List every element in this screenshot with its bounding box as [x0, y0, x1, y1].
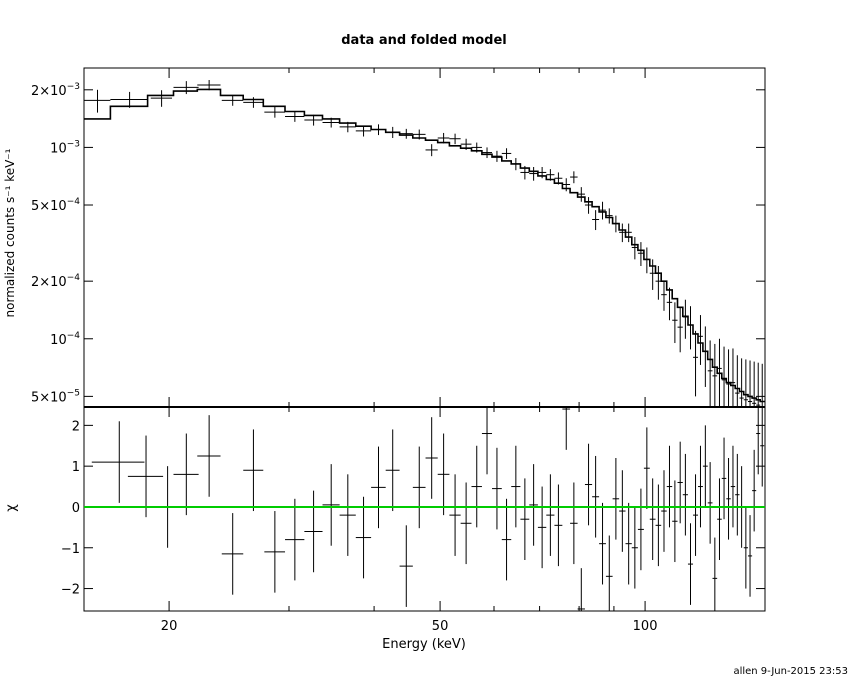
top-y-tick-exponent: −4 [67, 197, 81, 207]
chart-title: data and folded model [341, 33, 507, 48]
top-y-tick-label: 2×10−4 [31, 273, 80, 290]
bottom-y-tick-label: −1 [61, 542, 80, 557]
bottom-x-tick-label: 20 [161, 619, 178, 634]
top-y-axis-label: normalized counts s⁻¹ keV⁻¹ [3, 148, 17, 317]
bottom-y-tick-label: 0 [72, 501, 80, 516]
top-y-tick-label: 2×10−3 [31, 82, 80, 99]
top-frame [83, 67, 766, 408]
top-y-tick-exponent: −3 [67, 82, 80, 92]
top-y-tick-exponent: −5 [67, 388, 80, 398]
top-y-tick-label: 10−3 [50, 139, 80, 156]
bottom-x-tick-label: 100 [633, 619, 658, 634]
bottom-y-tick-label: 1 [72, 460, 80, 475]
x-axis-label: Energy (keV) [382, 637, 466, 652]
bottom-y-axis-label: χ [4, 504, 19, 512]
top-y-tick-exponent: −4 [67, 331, 81, 341]
bottom-y-tick-label: −2 [61, 583, 80, 598]
plot-layers: 2×10−3 10−3 5×10−4 2×10−4 10−4 5×10−5 2 1 0 −1 −2 2… [31, 67, 766, 634]
top-y-tick-label: 5×10−4 [31, 197, 80, 214]
footer-stamp: allen 9-Jun-2015 23:53 [733, 666, 848, 677]
top-y-tick-label: 5×10−5 [31, 388, 80, 405]
bottom-y-tick-label: 2 [72, 419, 80, 434]
top-y-tick-exponent: −4 [67, 273, 81, 283]
top-y-tick-exponent: −3 [67, 139, 80, 149]
top-model-step [84, 88, 765, 403]
bottom-x-tick-label: 50 [432, 619, 449, 634]
top-y-tick-label: 10−4 [50, 331, 80, 348]
